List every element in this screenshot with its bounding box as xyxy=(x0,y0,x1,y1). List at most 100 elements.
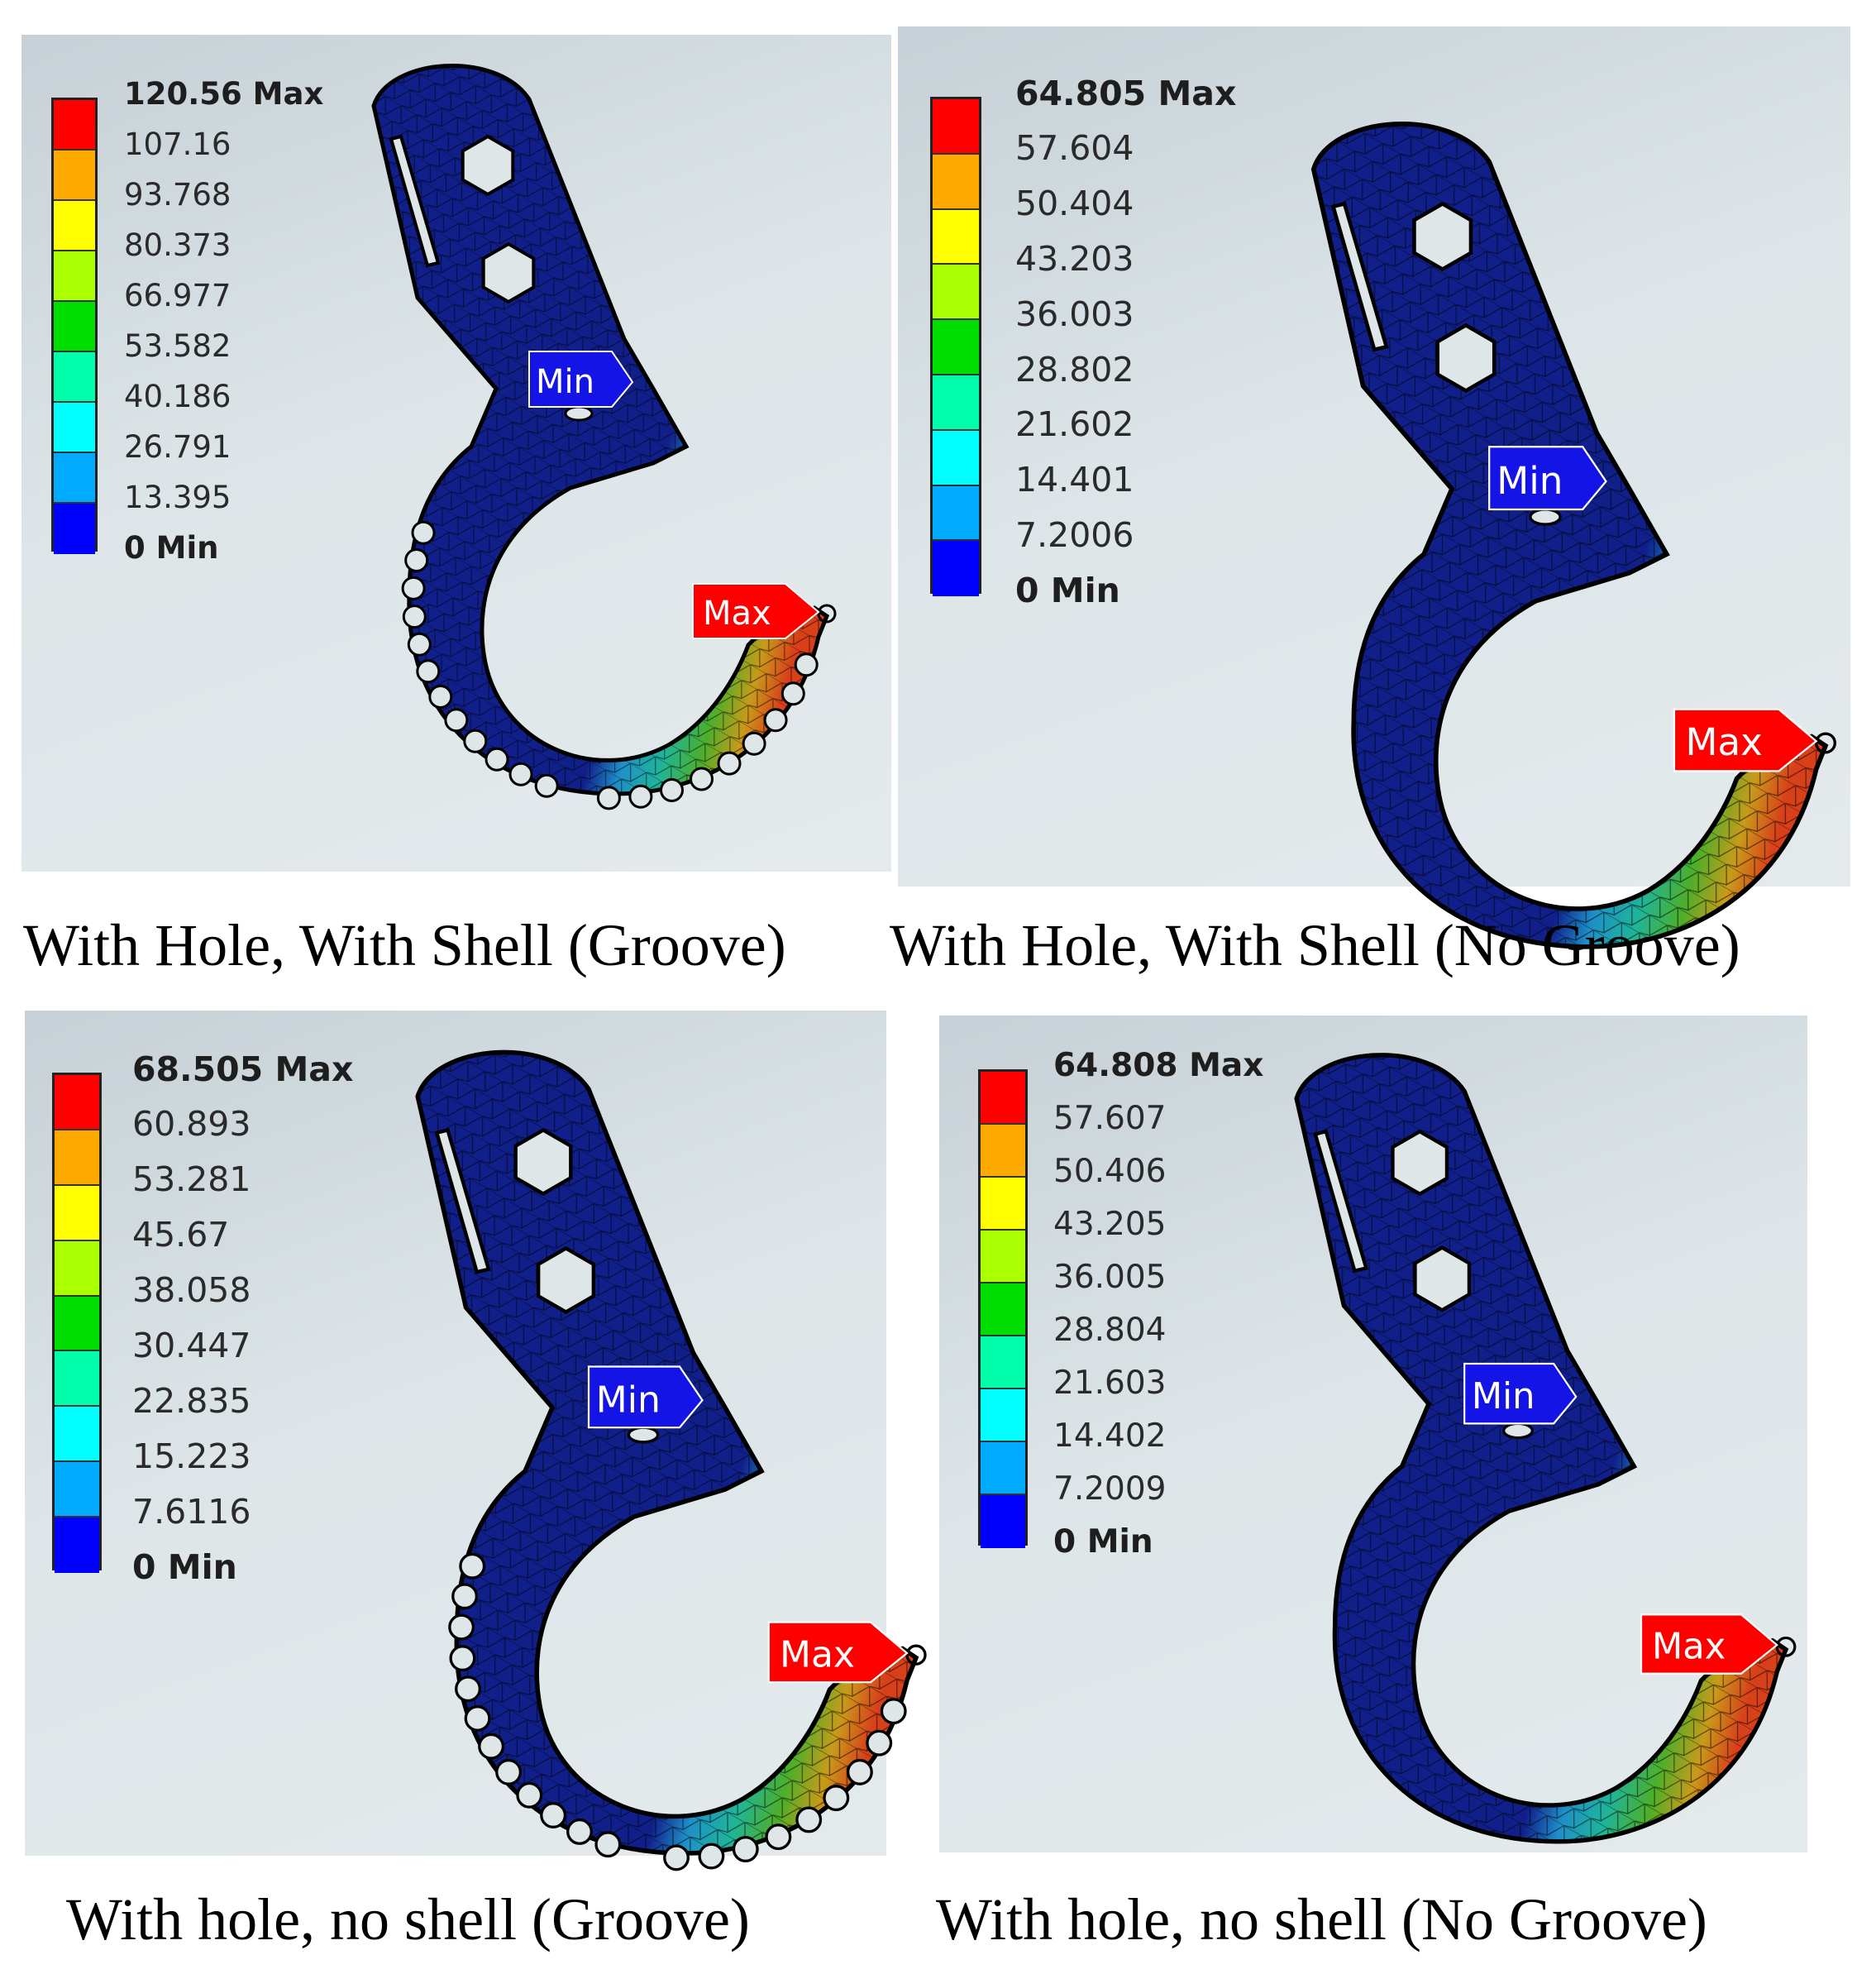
legend-value-label: 7.2009 xyxy=(1053,1470,1167,1508)
groove-notch xyxy=(416,659,441,684)
legend-color-band xyxy=(54,504,95,554)
caption-panel-4: With hole, no shell (No Groove) xyxy=(936,1886,1707,1952)
min-probe: Min xyxy=(1488,446,1607,511)
legend-color-band xyxy=(933,320,979,375)
legend-value-label: 43.203 xyxy=(1015,238,1134,279)
legend-value-label: 13.395 xyxy=(124,479,232,515)
legend-value-label: 80.373 xyxy=(124,227,232,263)
legend-value-label: 93.768 xyxy=(124,176,232,213)
legend-color-band xyxy=(933,99,979,155)
groove-notch xyxy=(401,576,426,600)
legend-color-bar xyxy=(52,1073,102,1574)
hex-hole-upper xyxy=(1412,201,1473,272)
legend-value-label: 43.205 xyxy=(1053,1205,1167,1243)
legend-color-band xyxy=(933,154,979,210)
legend-color-band xyxy=(933,541,979,597)
legend-color-band xyxy=(55,1240,99,1297)
slot-cutout xyxy=(434,1127,491,1274)
legend-color-band xyxy=(981,1125,1025,1178)
groove-notch xyxy=(594,1831,622,1858)
legend-color-band xyxy=(55,1518,99,1574)
groove-notch xyxy=(846,1758,873,1785)
legend-color-band xyxy=(55,1462,99,1518)
legend-value-label: 53.582 xyxy=(124,327,232,364)
legend-value-label: 14.401 xyxy=(1015,460,1134,500)
groove-notch xyxy=(660,778,684,802)
hex-hole-upper xyxy=(461,134,515,197)
legend-value-label: 14.402 xyxy=(1053,1417,1167,1455)
max-probe: Max xyxy=(1640,1613,1778,1675)
legend-color-band xyxy=(54,201,95,251)
legend-value-label: 21.603 xyxy=(1053,1364,1167,1402)
legend-max-label: 64.808 Max xyxy=(1053,1046,1264,1084)
groove-notch xyxy=(455,1675,481,1703)
legend-min-label: 0 Min xyxy=(132,1546,237,1587)
hex-hole-lower xyxy=(536,1245,596,1315)
groove-notch xyxy=(732,1836,759,1863)
hex-hole-lower xyxy=(1413,1245,1472,1312)
hook-geometry: Min Max xyxy=(1310,122,1836,949)
groove-notch xyxy=(448,1613,475,1641)
legend-value-label: 40.186 xyxy=(124,378,232,414)
legend-color-band xyxy=(933,430,979,486)
min-probe-label: Min xyxy=(1497,459,1563,503)
groove-notch xyxy=(866,1729,893,1757)
groove-notch xyxy=(451,1583,479,1610)
legend-value-label: 53.281 xyxy=(132,1159,251,1200)
legend-min-label: 0 Min xyxy=(1053,1522,1153,1561)
groove-notch xyxy=(459,1552,486,1580)
legend-value-label: 30.447 xyxy=(132,1326,251,1365)
legend-value-label: 26.791 xyxy=(124,428,232,465)
legend-value-label: 57.607 xyxy=(1053,1099,1167,1137)
max-probe-label: Max xyxy=(1652,1626,1726,1667)
legend-color-band xyxy=(54,403,95,453)
legend-value-label: 36.003 xyxy=(1015,294,1134,334)
legend-max-label: 64.805 Max xyxy=(1015,73,1237,113)
legend-color-band xyxy=(981,1495,1025,1548)
groove-notch xyxy=(780,681,805,706)
legend-color-band xyxy=(933,375,979,431)
groove-notch xyxy=(402,605,427,629)
legend-min-label: 0 Min xyxy=(124,529,219,566)
legend-max-label: 120.56 Max xyxy=(124,75,324,112)
legend-color-band xyxy=(55,1351,99,1408)
legend-min-label: 0 Min xyxy=(1015,570,1120,610)
hook-mesh xyxy=(374,65,827,795)
groove-notch xyxy=(763,708,788,733)
legend-value-label: 7.6116 xyxy=(132,1491,251,1532)
groove-notch xyxy=(717,751,742,776)
tip-ring xyxy=(817,604,837,624)
legend-value-label: 45.67 xyxy=(132,1215,230,1255)
legend-color-bar xyxy=(930,97,981,597)
legend-value-label: 15.223 xyxy=(132,1436,251,1476)
legend-value-label: 60.893 xyxy=(132,1104,251,1145)
legend-color-band xyxy=(55,1296,99,1352)
legend-value-label: 22.835 xyxy=(132,1380,251,1421)
max-probe-label: Max xyxy=(780,1634,855,1676)
slot-cutout xyxy=(1313,1129,1369,1274)
groove-notch xyxy=(478,1733,505,1760)
legend-value-label: 107.16 xyxy=(124,126,232,162)
hex-hole-upper xyxy=(513,1127,573,1197)
groove-notch xyxy=(404,548,429,572)
legend-color-band xyxy=(55,1130,99,1186)
legend-color-bar xyxy=(978,1069,1028,1548)
groove-notch xyxy=(742,731,766,756)
max-probe-label: Max xyxy=(1686,720,1763,764)
slot-cutout xyxy=(389,134,441,268)
groove-notch xyxy=(516,1781,543,1809)
hook-geometry: Min Max xyxy=(371,64,837,810)
groove-notch xyxy=(428,685,453,709)
tip-ring xyxy=(905,1644,927,1666)
legend-color-band xyxy=(981,1442,1025,1495)
hook-mesh xyxy=(1296,1054,1786,1842)
legend-color-band xyxy=(981,1283,1025,1336)
groove-notch xyxy=(566,1818,593,1845)
max-probe-label: Max xyxy=(703,595,771,633)
legend-value-label: 28.804 xyxy=(1053,1311,1167,1349)
min-probe-label: Min xyxy=(536,363,594,401)
legend-color-band xyxy=(933,485,979,542)
